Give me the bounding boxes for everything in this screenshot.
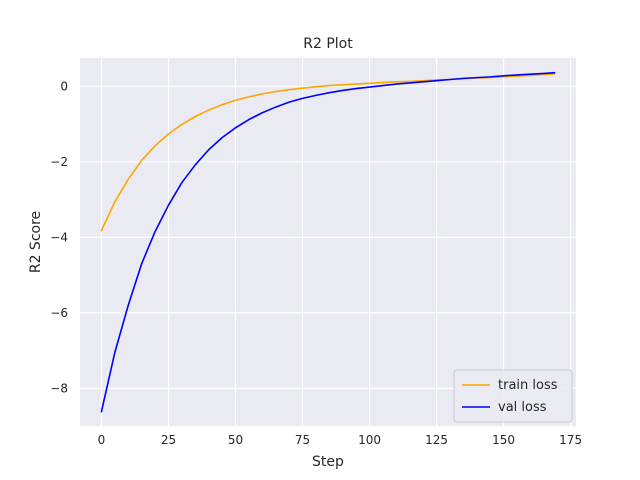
x-tick-label: 100: [358, 433, 381, 447]
grid: [80, 58, 576, 426]
y-tick-label: 0: [60, 79, 68, 93]
x-tick-label: 125: [425, 433, 448, 447]
y-tick-label: −8: [50, 381, 68, 395]
y-tick-label: −2: [50, 155, 68, 169]
x-tick-label: 75: [295, 433, 310, 447]
x-tick-label: 150: [492, 433, 515, 447]
legend-label-val-loss: val loss: [498, 400, 547, 415]
legend-box: [453, 369, 573, 423]
y-tick-label: −6: [50, 306, 68, 320]
tick-labels: 0 25 50 75 100 125 150 175 −8 −6 −4 −2 0: [50, 79, 582, 447]
y-tick-label: −4: [50, 230, 68, 244]
x-tick-label: 25: [161, 433, 176, 447]
plot-area: [80, 58, 576, 426]
legend: train loss val loss: [453, 369, 573, 423]
x-tick-label: 0: [98, 433, 106, 447]
x-axis-title: Step: [312, 454, 344, 470]
chart-title: R2 Plot: [303, 36, 353, 52]
series-line-val-loss: [100, 71, 556, 413]
series-layer: [100, 71, 556, 413]
legend-label-train-loss: train loss: [498, 378, 558, 393]
x-tick-label: 50: [228, 433, 243, 447]
x-tick-label: 175: [559, 433, 582, 447]
y-axis-title: R2 Score: [28, 211, 44, 273]
